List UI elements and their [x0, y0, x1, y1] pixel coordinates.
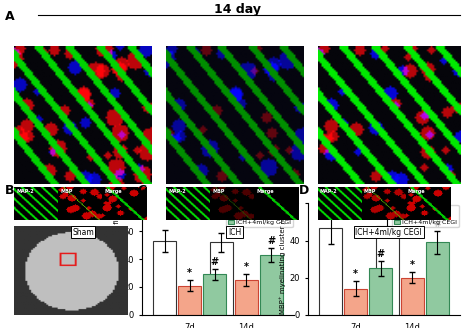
Bar: [178, 286, 201, 315]
Text: D: D: [299, 184, 309, 197]
Bar: [203, 275, 226, 315]
Text: MAP-2: MAP-2: [17, 189, 34, 194]
Text: *: *: [410, 260, 415, 270]
Text: Sham: Sham: [72, 228, 94, 237]
Text: Merge: Merge: [105, 189, 122, 194]
Legend: Sham, ICH, ICH+4ml/kg CEGI: Sham, ICH, ICH+4ml/kg CEGI: [226, 205, 292, 227]
Text: *: *: [353, 269, 358, 279]
Bar: [401, 278, 424, 315]
Bar: [369, 268, 392, 315]
Bar: [235, 280, 258, 315]
Text: 14 day: 14 day: [213, 3, 261, 16]
Text: Merge: Merge: [408, 189, 426, 194]
Text: MBP: MBP: [61, 189, 73, 194]
Bar: [210, 242, 233, 315]
Text: MBP: MBP: [364, 189, 376, 194]
Text: A: A: [5, 10, 14, 23]
Text: #: #: [210, 257, 219, 267]
Text: ICH+4ml/kg CEGI: ICH+4ml/kg CEGI: [356, 228, 422, 237]
Text: #: #: [433, 219, 441, 229]
Text: C: C: [137, 184, 146, 197]
Text: #: #: [376, 249, 384, 259]
Text: *: *: [244, 262, 249, 272]
Bar: [319, 228, 342, 315]
Text: B: B: [5, 184, 14, 197]
Text: #: #: [267, 236, 275, 246]
Text: MAP-2: MAP-2: [320, 189, 337, 194]
Bar: [260, 255, 283, 315]
Bar: [376, 226, 399, 315]
Text: Merge: Merge: [256, 189, 274, 194]
Bar: [154, 241, 176, 315]
Bar: [344, 289, 367, 315]
Y-axis label: MAP-2⁺ cluster density / field: MAP-2⁺ cluster density / field: [114, 208, 120, 310]
Bar: [426, 242, 448, 315]
Text: MBP: MBP: [212, 189, 225, 194]
Y-axis label: MBP⁺ myelinating cluster / field: MBP⁺ myelinating cluster / field: [280, 204, 286, 314]
Legend: Sham, ICH, ICH+4ml/kg CEGI: Sham, ICH, ICH+4ml/kg CEGI: [392, 205, 458, 227]
Text: MAP-2: MAP-2: [168, 189, 186, 194]
Text: ICH: ICH: [228, 228, 241, 237]
Text: *: *: [187, 268, 192, 278]
